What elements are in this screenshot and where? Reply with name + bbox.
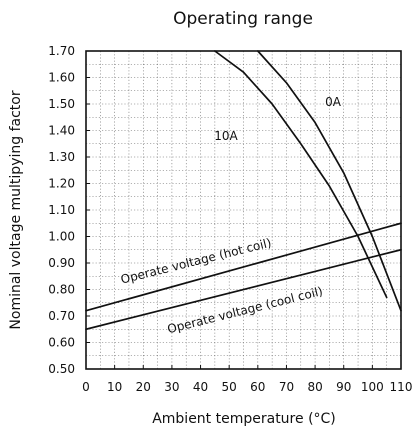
x-tick-label: 40 bbox=[193, 380, 208, 394]
x-tick-label: 100 bbox=[361, 380, 384, 394]
y-tick-label: 0.60 bbox=[48, 336, 75, 350]
x-tick-label: 70 bbox=[279, 380, 294, 394]
series-line-0 bbox=[256, 50, 402, 312]
grid bbox=[86, 51, 401, 369]
x-axis-label: Ambient temperature (°C) bbox=[152, 411, 336, 427]
y-axis-label: Nominal voltage multipying factor bbox=[8, 90, 24, 329]
x-tick-label: 110 bbox=[390, 380, 413, 394]
x-tick-label: 90 bbox=[336, 380, 351, 394]
series-label-0A: 0A bbox=[325, 95, 342, 109]
x-tick-label: 60 bbox=[250, 380, 265, 394]
plot-layer: 0 10 20 30 40 50 60 70 80 90 100 110 0.50 0.60 0.70 0.8… bbox=[48, 44, 412, 394]
series-line-2 bbox=[85, 222, 402, 312]
y-tick-label: 1.60 bbox=[48, 71, 75, 85]
series-line-1 bbox=[214, 50, 388, 299]
y-tick-label: 0.80 bbox=[48, 283, 75, 297]
chart-title: Operating range bbox=[173, 9, 313, 29]
y-tick-label: 1.00 bbox=[48, 230, 75, 244]
axes: 0 10 20 30 40 50 60 70 80 90 100 110 0.50 0.60 0.70 0.8… bbox=[48, 44, 412, 394]
y-tick-label: 1.40 bbox=[48, 124, 75, 138]
x-tick-label: 0 bbox=[82, 380, 90, 394]
y-tick-label: 1.30 bbox=[48, 150, 75, 164]
series-label-10A: 10A bbox=[214, 129, 238, 143]
x-tick-label: 10 bbox=[107, 380, 122, 394]
x-tick-label: 20 bbox=[136, 380, 151, 394]
series-labels: 0A 10A Operate voltage (hot coil)Operate v… bbox=[119, 95, 341, 336]
series-label-cool: Operate voltage (cool coil) bbox=[166, 284, 324, 336]
x-tick-label: 80 bbox=[307, 380, 322, 394]
series-line-3 bbox=[85, 248, 402, 331]
y-tick-label: 0.90 bbox=[48, 256, 75, 270]
y-tick-label: 1.50 bbox=[48, 97, 75, 111]
y-tick-label: 0.70 bbox=[48, 309, 75, 323]
y-tick-label: 1.70 bbox=[48, 44, 75, 58]
series-group bbox=[85, 50, 402, 331]
x-tick-label: 50 bbox=[222, 380, 237, 394]
x-tick-label: 30 bbox=[164, 380, 179, 394]
y-tick-label: 0.50 bbox=[48, 362, 75, 376]
y-tick-label: 1.20 bbox=[48, 177, 75, 191]
series-label-hot: Operate voltage (hot coil) bbox=[119, 236, 273, 287]
y-tick-label: 1.10 bbox=[48, 203, 75, 217]
